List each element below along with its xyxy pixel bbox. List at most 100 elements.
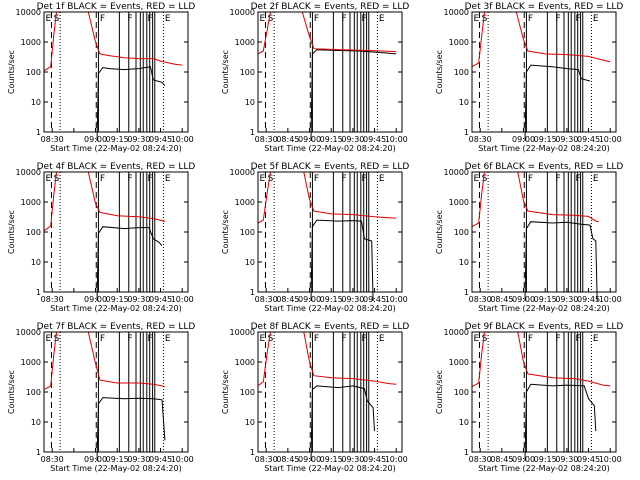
y-axis-label: Counts/sec [7,370,16,414]
event-label: F [555,334,560,344]
y-tick-label: 1000 [235,358,255,367]
x-tick-label: 08:30 [41,135,64,144]
y-tick-label: 1000 [235,38,255,47]
series-events-line [524,64,591,142]
x-axis-label: Start Time (22-May-02 08:24:20) [50,464,181,473]
y-axis-label: Counts/sec [7,210,16,254]
event-label: F [314,174,319,184]
event-label: S [482,174,488,184]
y-tick-label: 10000 [16,8,41,17]
series-events-line [310,385,375,462]
event-label: F [127,334,132,344]
x-tick-label: 09:00 [298,455,321,464]
event-label: E [593,334,599,344]
y-axis-label: Counts/sec [7,50,16,94]
y-axis-label: Counts/sec [221,370,230,414]
panel-title: Det 5f BLACK = Events, RED = LLD [251,162,410,172]
y-tick-label: 100 [454,228,469,237]
y-tick-label: 10000 [16,168,41,177]
series-lld-line [471,11,611,68]
x-tick-label: 09:15 [534,135,557,144]
event-label: F [314,14,319,24]
event-label: F [100,14,105,24]
event-label: F [555,14,560,24]
x-tick-label: 08:30 [255,455,278,464]
event-label: S [268,334,274,344]
x-tick-label: 08:30 [469,295,492,304]
panel-title: Det 2f BLACK = Events, RED = LLD [251,2,410,12]
x-tick-label: 09:00 [512,455,535,464]
x-axis-label: Start Time (22-May-02 08:24:20) [50,304,181,313]
y-tick-label: 10 [245,258,255,267]
y-tick-label: 1 [250,128,255,137]
x-tick-label: 09:30 [127,295,150,304]
x-tick-label: 08:45 [490,295,513,304]
event-label: E [473,334,479,344]
series-lld-line [43,11,183,72]
x-axis-label: Start Time (22-May-02 08:24:20) [264,464,395,473]
x-tick-label: 09:30 [555,455,578,464]
x-tick-label: 09:15 [320,295,343,304]
panel-title: Det 4f BLACK = Events, RED = LLD [37,162,196,172]
x-tick-label: 10:00 [171,455,194,464]
y-tick-label: 100 [454,68,469,77]
x-tick-label: 09:00 [84,455,107,464]
y-tick-label: 10000 [230,328,255,337]
x-tick-label: 09:00 [84,295,107,304]
x-tick-label: 08:30 [255,135,278,144]
x-tick-label: 10:00 [385,135,408,144]
x-tick-label: 09:15 [534,295,557,304]
x-tick-label: 09:00 [512,295,535,304]
event-label: F [576,174,581,184]
y-tick-label: 10 [459,98,469,107]
series-events-line [96,397,166,462]
x-axis-label: Start Time (22-May-02 08:24:20) [478,144,609,153]
series-lld-line [257,331,397,387]
y-tick-label: 100 [26,388,41,397]
series-events-line [310,219,374,302]
y-tick-label: 10000 [444,168,469,177]
event-label: E [259,14,265,24]
x-tick-label: 09:30 [341,295,364,304]
y-tick-label: 1000 [21,38,41,47]
y-tick-label: 10000 [444,8,469,17]
x-tick-label: 09:15 [320,455,343,464]
x-tick-label: 09:45 [149,135,172,144]
x-tick-label: 09:45 [577,135,600,144]
event-label: S [54,334,60,344]
y-tick-label: 10 [31,98,41,107]
event-label: E [473,174,479,184]
plot-frame [43,331,189,453]
event-label: E [165,334,171,344]
x-tick-label: 08:45 [276,455,299,464]
y-tick-label: 100 [240,68,255,77]
y-tick-label: 100 [454,388,469,397]
event-label: E [165,14,171,24]
panel-title: Det 7f BLACK = Events, RED = LLD [37,322,196,332]
panel-title: Det 1f BLACK = Events, RED = LLD [37,2,196,12]
y-tick-label: 1 [36,128,41,137]
event-label: S [482,14,488,24]
series-lld-line [43,171,166,232]
event-label: S [268,14,274,24]
x-tick-label: 09:30 [555,135,578,144]
event-label: F [576,14,581,24]
x-tick-label: 08:45 [276,295,299,304]
event-label: E [259,334,265,344]
y-tick-label: 10000 [230,8,255,17]
plot-frame [471,331,617,453]
panel-title: Det 9f BLACK = Events, RED = LLD [465,322,624,332]
x-tick-label: 09:00 [298,135,321,144]
series-events-line [96,226,163,302]
y-tick-label: 1 [464,288,469,297]
x-tick-label: 10:00 [385,295,408,304]
plot-frame [43,11,189,133]
panel-title: Det 8f BLACK = Events, RED = LLD [251,322,410,332]
x-tick-label: 10:00 [171,135,194,144]
event-label: F [127,14,132,24]
y-axis-label: Counts/sec [435,370,444,414]
